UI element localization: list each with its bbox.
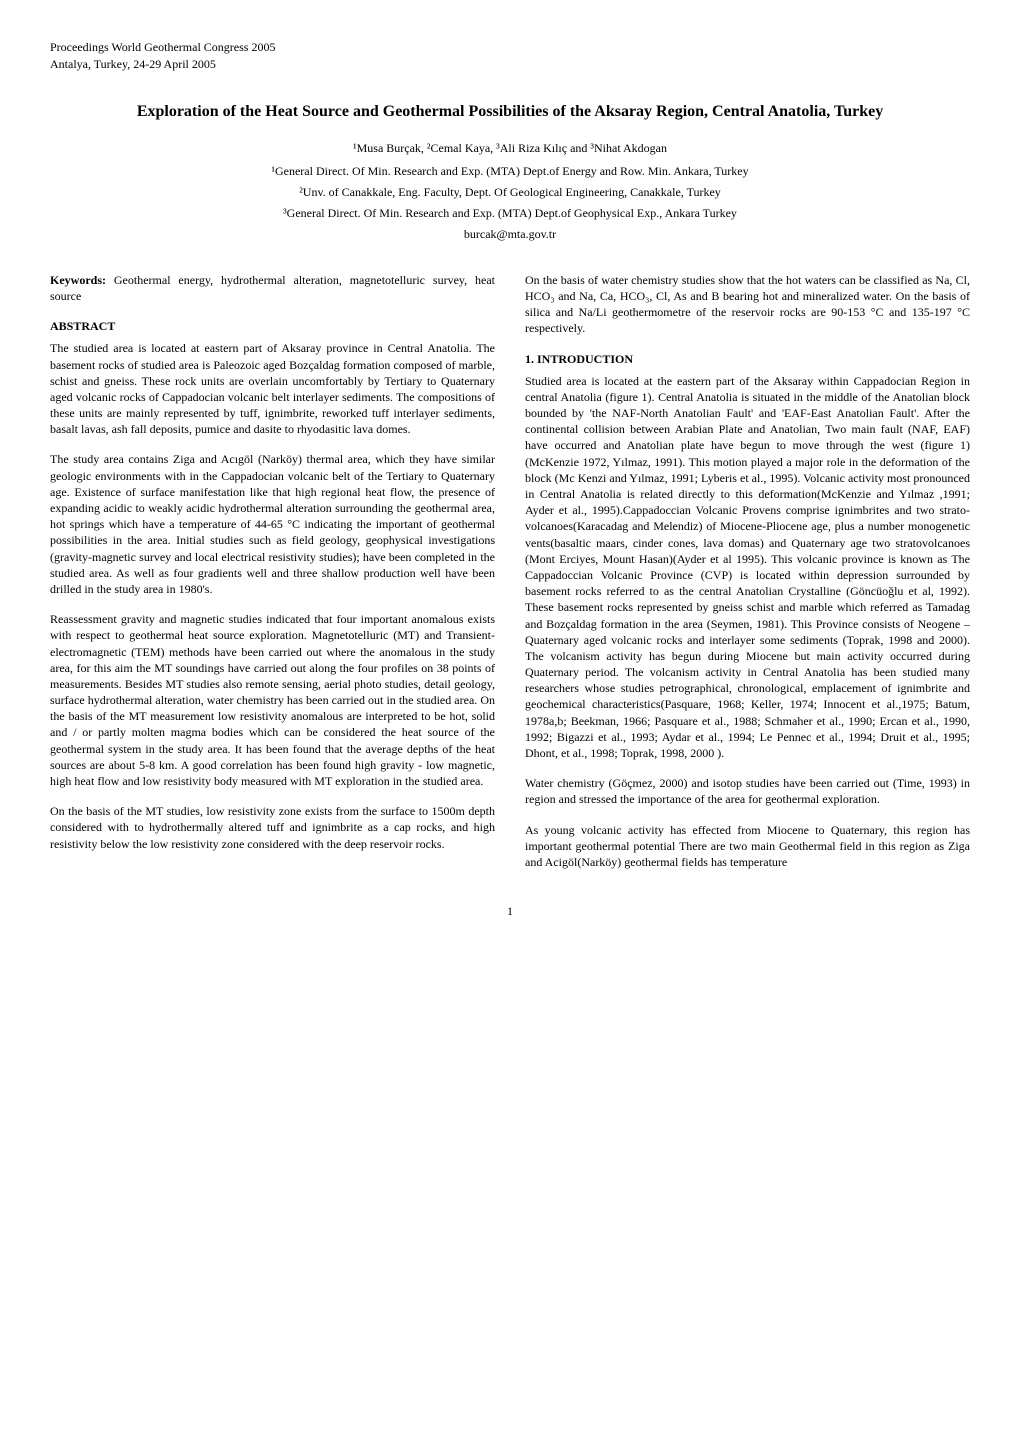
abstract-paragraph-3: Reassessment gravity and magnetic studie… [50, 611, 495, 789]
abstract-paragraph-4: On the basis of the MT studies, low resi… [50, 803, 495, 852]
keywords-label: Keywords: [50, 273, 106, 287]
proceedings-header: Proceedings World Geothermal Congress 20… [50, 40, 970, 72]
introduction-heading: 1. INTRODUCTION [525, 351, 970, 367]
author-email: burcak@mta.gov.tr [50, 227, 970, 242]
page-number: 1 [50, 904, 970, 919]
right-column: On the basis of water chemistry studies … [525, 272, 970, 884]
proceedings-line-2: Antalya, Turkey, 24-29 April 2005 [50, 57, 970, 72]
abstract-paragraph-1: The studied area is located at eastern p… [50, 340, 495, 437]
affiliation-3: ³General Direct. Of Min. Research and Ex… [50, 206, 970, 221]
introduction-paragraph-1: Studied area is located at the eastern p… [525, 373, 970, 762]
two-column-layout: Keywords: Geothermal energy, hydrotherma… [50, 272, 970, 884]
affiliation-2: ²Unv. of Canakkale, Eng. Faculty, Dept. … [50, 185, 970, 200]
abstract-heading: ABSTRACT [50, 318, 495, 334]
keywords-text: Geothermal energy, hydrothermal alterati… [50, 273, 495, 303]
abstract-paragraph-2: The study area contains Ziga and Acıgöl … [50, 451, 495, 597]
proceedings-line-1: Proceedings World Geothermal Congress 20… [50, 40, 970, 55]
keywords-block: Keywords: Geothermal energy, hydrotherma… [50, 272, 495, 304]
authors-line: ¹Musa Burçak, ²Cemal Kaya, ³Ali Riza Kıl… [50, 141, 970, 156]
right-top-paragraph: On the basis of water chemistry studies … [525, 272, 970, 337]
paper-title: Exploration of the Heat Source and Geoth… [50, 102, 970, 123]
introduction-paragraph-2: Water chemistry (Göçmez, 2000) and isoto… [525, 775, 970, 807]
left-column: Keywords: Geothermal energy, hydrotherma… [50, 272, 495, 884]
affiliation-1: ¹General Direct. Of Min. Research and Ex… [50, 164, 970, 179]
introduction-paragraph-3: As young volcanic activity has effected … [525, 822, 970, 871]
